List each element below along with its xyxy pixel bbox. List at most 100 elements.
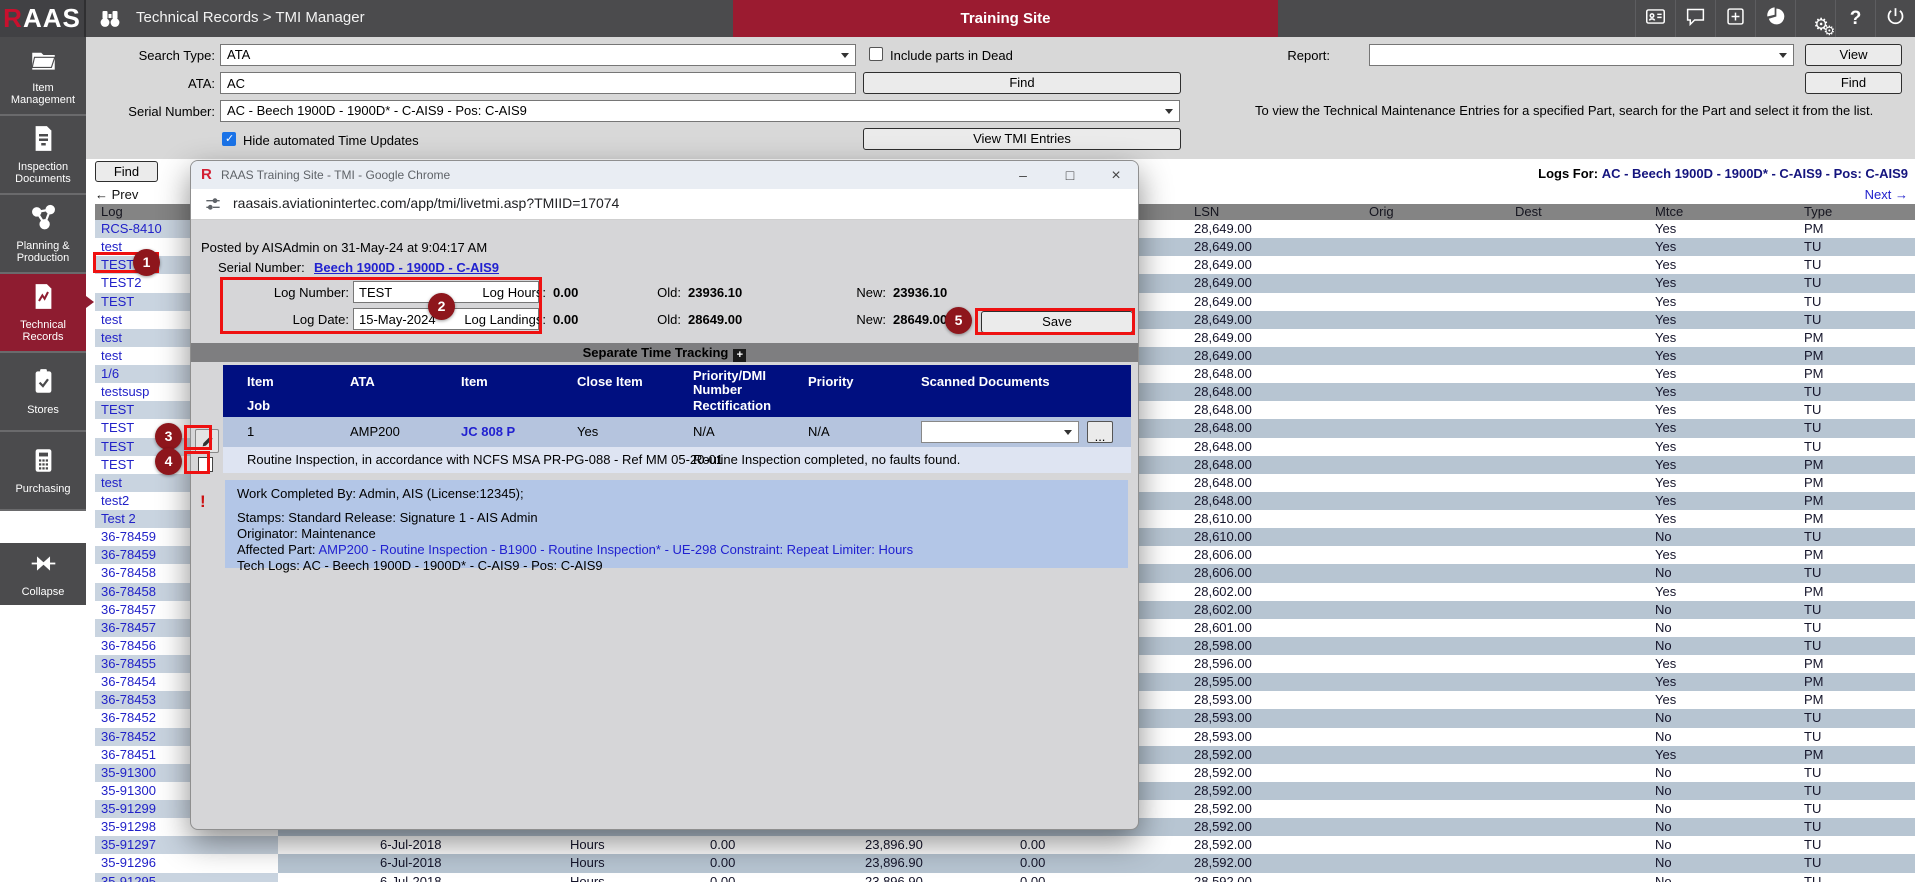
log-link[interactable]: TEST <box>101 257 135 273</box>
log-link[interactable]: 36-78459 <box>101 547 156 563</box>
log-link[interactable]: TEST <box>101 293 135 309</box>
settings-button[interactable]: ⚙ ⚙ <box>1795 0 1835 38</box>
report-select[interactable] <box>1369 44 1794 66</box>
log-link[interactable]: 35-91295 <box>101 873 156 882</box>
search-type-select[interactable]: ATA <box>220 44 856 66</box>
separate-time-tracking-bar[interactable]: Separate Time Tracking + <box>191 343 1138 362</box>
raas-logo[interactable]: RAAS <box>0 0 86 37</box>
hours-old-value: 23936.10 <box>688 285 743 300</box>
sidebar-item-purchasing[interactable]: Purchasing <box>0 432 86 511</box>
popup-url-bar[interactable]: raasais.aviationintertec.com/app/tmi/liv… <box>191 189 1138 220</box>
scanned-documents-select[interactable] <box>921 421 1079 443</box>
log-link[interactable]: test <box>101 311 122 327</box>
log-link[interactable]: 1/6 <box>101 366 120 381</box>
item-link[interactable]: JC 808 P <box>461 424 516 439</box>
cell-mtce: Yes <box>1655 438 1677 454</box>
log-link[interactable]: 35-91300 <box>101 764 156 780</box>
log-link[interactable]: 36-78453 <box>101 692 156 708</box>
minimize-button[interactable]: – <box>1019 167 1027 183</box>
sidebar-item-item-management[interactable]: Item Management <box>0 37 86 116</box>
maximize-button[interactable]: □ <box>1065 167 1075 183</box>
sidebar-item-stores[interactable]: Stores <box>0 353 86 432</box>
log-link[interactable]: test2 <box>101 492 130 508</box>
ata-input[interactable] <box>220 72 856 94</box>
log-link[interactable]: 36-78457 <box>101 619 156 635</box>
log-link[interactable]: 35-91298 <box>101 819 156 835</box>
log-link[interactable]: 36-78456 <box>101 637 156 653</box>
power-button[interactable] <box>1875 0 1915 37</box>
log-find-button[interactable]: Find <box>95 161 158 182</box>
log-link[interactable]: TEST <box>101 438 135 454</box>
view-report-button[interactable]: View <box>1805 44 1902 66</box>
log-link[interactable]: 36-78452 <box>101 728 156 744</box>
log-link[interactable]: Test 2 <box>101 511 136 526</box>
log-link[interactable]: 36-78457 <box>101 601 156 617</box>
records-table-row[interactable]: 28,592.00 No TU 6-Jul-2018 Hours 0.00 23,896.9… <box>95 836 1915 855</box>
log-link[interactable]: 36-78455 <box>101 656 156 671</box>
log-link[interactable]: TEST <box>101 402 135 418</box>
log-link[interactable]: TEST2 <box>101 275 142 291</box>
find-button[interactable]: Find <box>863 72 1181 94</box>
log-link[interactable]: TEST <box>101 420 135 436</box>
cell-type: TU <box>1804 601 1822 617</box>
cell-mtce: Yes <box>1655 311 1677 327</box>
help-button[interactable]: ? <box>1835 0 1875 37</box>
next-page-link[interactable]: Next → <box>1864 187 1908 202</box>
log-link[interactable]: test <box>101 347 122 363</box>
hide-time-updates-checkbox[interactable] <box>222 132 236 146</box>
raas-favicon: R <box>201 166 212 183</box>
log-link[interactable]: 35-91300 <box>101 782 156 798</box>
ata-label: ATA: <box>188 76 215 91</box>
serial-number-select[interactable]: AC - Beech 1900D - 1900D* - C-AIS9 - Pos… <box>220 100 1180 122</box>
browse-documents-button[interactable]: ... <box>1087 421 1113 444</box>
log-link[interactable]: 35-91297 <box>101 837 156 853</box>
chat-button[interactable] <box>1675 0 1715 37</box>
close-button[interactable]: × <box>1111 167 1121 184</box>
cell-lsn: 28,610.00 <box>1194 511 1252 526</box>
tmi-table-header: Item ATA Item Close Item Priority/DMI Nu… <box>223 365 1131 417</box>
log-link[interactable]: 36-78458 <box>101 565 156 581</box>
log-link[interactable]: 35-91299 <box>101 801 156 816</box>
popup-title-bar[interactable]: R RAAS Training Site - TMI - Google Chro… <box>191 161 1138 189</box>
cell-lsn: 28,648.00 <box>1194 384 1252 400</box>
work-details-block: Work Completed By: Admin, AIS (License:1… <box>225 480 1128 573</box>
sidebar-item-inspection-documents[interactable]: Inspection Documents <box>0 116 86 195</box>
include-parts-dead-checkbox[interactable] <box>869 47 883 61</box>
log-link[interactable]: RCS-8410 <box>101 221 162 236</box>
cell-lsn: 28,592.00 <box>1194 855 1252 871</box>
affected-part-link[interactable]: AMP200 - Routine Inspection - B1900 - Ro… <box>318 542 914 557</box>
add-button[interactable] <box>1715 0 1755 37</box>
col-log: Log <box>101 204 123 219</box>
log-link[interactable]: 36-78452 <box>101 710 156 726</box>
cell-hours: 0.00 <box>710 873 736 882</box>
log-number-input[interactable] <box>353 281 539 303</box>
log-link[interactable]: test <box>101 239 122 255</box>
log-link[interactable]: 36-78454 <box>101 674 156 690</box>
popup-serial-link[interactable]: Beech 1900D - 1900D - C-AIS9 <box>314 260 499 275</box>
log-link[interactable]: 36-78458 <box>101 583 156 599</box>
cell-counter: Hours <box>570 855 605 871</box>
prev-page-link[interactable]: ← Prev <box>95 187 139 202</box>
log-link[interactable]: 35-91296 <box>101 855 156 871</box>
popup-title: RAAS Training Site - TMI - Google Chrome <box>221 168 451 182</box>
report-find-button[interactable]: Find <box>1805 72 1902 94</box>
id-card-button[interactable] <box>1635 0 1675 37</box>
log-link[interactable]: test <box>101 329 122 345</box>
records-table-row[interactable]: 28,592.00 No TU 6-Jul-2018 Hours 0.00 23,896.9… <box>95 854 1915 873</box>
cell-type: PM <box>1804 692 1824 708</box>
sidebar-item-planning-production[interactable]: Planning & Production <box>0 195 86 274</box>
log-link[interactable]: 36-78451 <box>101 746 156 762</box>
pie-chart-button[interactable] <box>1755 0 1795 37</box>
cell-lsn: 28,606.00 <box>1194 565 1252 581</box>
cell-tsn: 23,896.90 <box>865 837 923 853</box>
log-link[interactable]: 36-78459 <box>101 529 156 545</box>
cell-landings: 0.00 <box>1020 873 1046 882</box>
annotation-badge-5: 5 <box>945 307 972 334</box>
log-link[interactable]: TEST <box>101 456 135 472</box>
sidebar-item-technical-records[interactable]: Technical Records <box>0 274 86 353</box>
sidebar-collapse-button[interactable]: Collapse <box>0 543 86 605</box>
view-tmi-entries-button[interactable]: View TMI Entries <box>863 128 1181 150</box>
log-link[interactable]: test <box>101 474 122 490</box>
records-table-row[interactable]: 28,592.00 No TU 6-Jul-2018 Hours 0.00 23,896.9… <box>95 872 1915 882</box>
log-link[interactable]: testsusp <box>101 384 150 400</box>
